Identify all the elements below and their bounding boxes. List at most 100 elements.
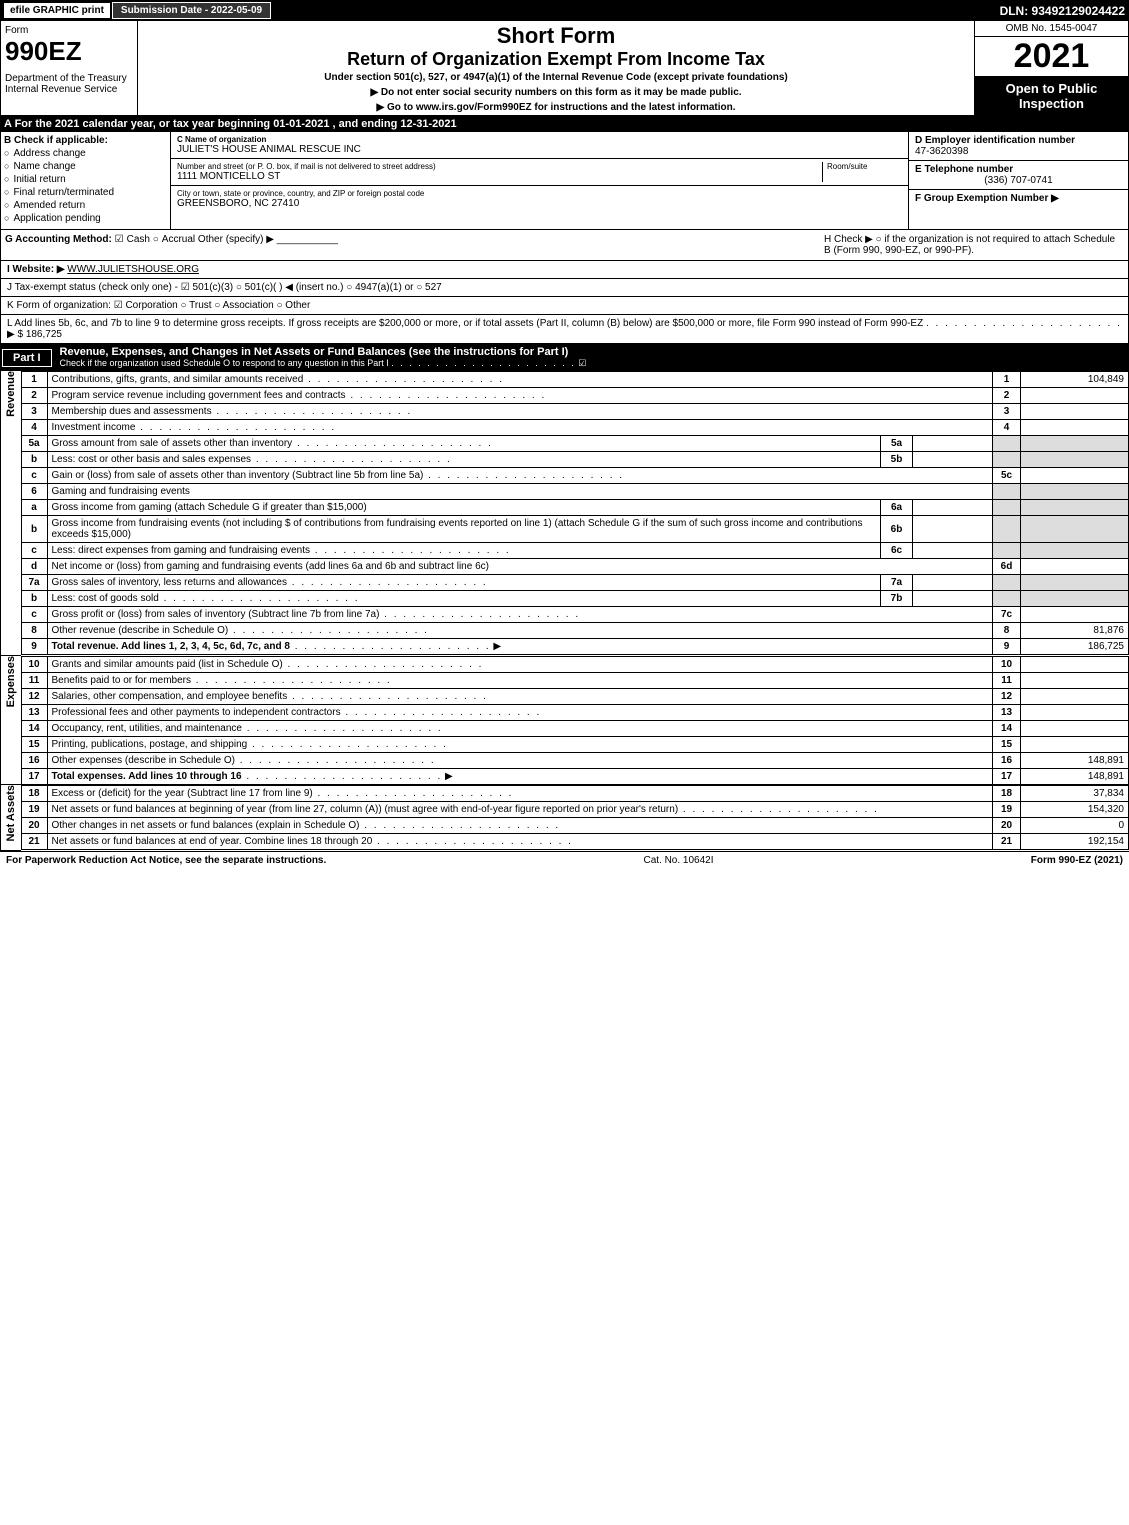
line-7c: cGross profit or (loss) from sales of in… <box>21 607 1129 623</box>
open-public-badge: Open to Public Inspection <box>975 77 1128 115</box>
bcdef-row: B Check if applicable: Address change Na… <box>0 132 1129 230</box>
part1-sub-text: Check if the organization used Schedule … <box>60 358 389 368</box>
chk-final-return[interactable]: Final return/terminated <box>4 187 167 198</box>
line-1: 1Contributions, gifts, grants, and simil… <box>21 372 1129 388</box>
i-label: I Website: ▶ <box>7 264 65 275</box>
footer-cat-no: Cat. No. 10642I <box>326 855 1030 866</box>
chk-amended-return[interactable]: Amended return <box>4 200 167 211</box>
line-6c: cLess: direct expenses from gaming and f… <box>21 543 1129 559</box>
line-13: 13Professional fees and other payments t… <box>21 704 1129 720</box>
g-cash[interactable]: Cash <box>115 234 150 245</box>
row-a-tax-year: A For the 2021 calendar year, or tax yea… <box>0 116 1129 132</box>
k-form-org: K Form of organization: ☑ Corporation ○ … <box>0 297 1129 315</box>
side-expenses: Expenses <box>5 656 17 707</box>
org-city: GREENSBORO, NC 27410 <box>177 198 902 209</box>
d-ein-label: D Employer identification number <box>915 135 1122 146</box>
footer-left: For Paperwork Reduction Act Notice, see … <box>6 855 326 866</box>
revenue-section: Revenue 1Contributions, gifts, grants, a… <box>0 371 1129 656</box>
line-5b: bLess: cost or other basis and sales exp… <box>21 452 1129 468</box>
l-gross-receipts: L Add lines 5b, 6c, and 7b to line 9 to … <box>0 315 1129 344</box>
short-form-title: Short Form <box>142 23 970 49</box>
line-5c: cGain or (loss) from sale of assets othe… <box>21 468 1129 484</box>
line-15: 15Printing, publications, postage, and s… <box>21 736 1129 752</box>
department-label: Department of the Treasury Internal Reve… <box>5 73 133 95</box>
line-17: 17Total expenses. Add lines 10 through 1… <box>21 768 1129 784</box>
org-address: 1111 MONTICELLO ST <box>177 171 822 182</box>
line-6b: bGross income from fundraising events (n… <box>21 516 1129 543</box>
g-other[interactable]: Other (specify) ▶ <box>198 234 274 245</box>
line-9: 9Total revenue. Add lines 1, 2, 3, 4, 5c… <box>21 639 1129 655</box>
right-header-box: OMB No. 1545-0047 2021 Open to Public In… <box>974 21 1128 115</box>
chk-name-change[interactable]: Name change <box>4 161 167 172</box>
line-6: 6Gaming and fundraising events <box>21 484 1129 500</box>
org-name: JULIET'S HOUSE ANIMAL RESCUE INC <box>177 144 902 155</box>
g-accrual[interactable]: Accrual <box>153 234 195 245</box>
c-addr-label: Number and street (or P. O. box, if mail… <box>177 162 822 171</box>
ssn-warning: ▶ Do not enter social security numbers o… <box>142 87 970 98</box>
d-ein-value: 47-3620398 <box>915 146 1122 157</box>
f-group-label: F Group Exemption Number ▶ <box>915 193 1122 204</box>
form-id-box: Form 990EZ Department of the Treasury In… <box>1 21 138 115</box>
net-assets-section: Net Assets 18Excess or (deficit) for the… <box>0 785 1129 851</box>
line-6a: aGross income from gaming (attach Schedu… <box>21 500 1129 516</box>
line-6d: dNet income or (loss) from gaming and fu… <box>21 559 1129 575</box>
e-phone-label: E Telephone number <box>915 164 1122 175</box>
dln: DLN: 93492129024422 <box>1000 4 1125 18</box>
page-footer: For Paperwork Reduction Act Notice, see … <box>0 851 1129 869</box>
line-7a: 7aGross sales of inventory, less returns… <box>21 575 1129 591</box>
submission-date: Submission Date - 2022-05-09 <box>112 2 271 19</box>
subheading: Under section 501(c), 527, or 4947(a)(1)… <box>142 72 970 83</box>
gh-row: G Accounting Method: Cash Accrual Other … <box>0 230 1129 261</box>
chk-address-change[interactable]: Address change <box>4 148 167 159</box>
top-bar: efile GRAPHIC print Submission Date - 20… <box>0 0 1129 21</box>
chk-application-pending[interactable]: Application pending <box>4 213 167 224</box>
line-10: 10Grants and similar amounts paid (list … <box>21 656 1129 672</box>
l-text: L Add lines 5b, 6c, and 7b to line 9 to … <box>7 318 923 329</box>
part1-sub: Check if the organization used Schedule … <box>60 358 1123 369</box>
c-name-label: C Name of organization <box>177 135 902 144</box>
line-7b: bLess: cost of goods sold7b <box>21 591 1129 607</box>
dots <box>926 318 1122 329</box>
tax-year: 2021 <box>975 37 1128 77</box>
side-net-assets: Net Assets <box>5 785 17 841</box>
part1-title: Revenue, Expenses, and Changes in Net As… <box>54 344 1129 371</box>
l-value: 186,725 <box>26 329 62 340</box>
net-assets-table: 18Excess or (deficit) for the year (Subt… <box>21 785 1129 850</box>
e-phone-value: (336) 707-0741 <box>915 175 1122 186</box>
expenses-table: 10Grants and similar amounts paid (list … <box>21 656 1129 785</box>
form-word: Form <box>5 25 133 36</box>
chk-initial-return[interactable]: Initial return <box>4 174 167 185</box>
omb-number: OMB No. 1545-0047 <box>975 21 1128 37</box>
website-link[interactable]: WWW.JULIETSHOUSE.ORG <box>67 264 199 275</box>
part1-header: Part I Revenue, Expenses, and Changes in… <box>0 344 1129 371</box>
return-title: Return of Organization Exempt From Incom… <box>142 49 970 70</box>
line-5a: 5aGross amount from sale of assets other… <box>21 436 1129 452</box>
revenue-table: 1Contributions, gifts, grants, and simil… <box>21 371 1129 655</box>
g-label: G Accounting Method: <box>5 234 112 245</box>
i-website-row: I Website: ▶ WWW.JULIETSHOUSE.ORG <box>0 261 1129 279</box>
h-schedule-b: H Check ▶ ○ if the organization is not r… <box>824 234 1124 256</box>
room-label: Room/suite <box>827 162 902 171</box>
line-4: 4Investment income4 <box>21 420 1129 436</box>
line-20: 20Other changes in net assets or fund ba… <box>21 818 1129 834</box>
j-tax-exempt: J Tax-exempt status (check only one) - ☑… <box>0 279 1129 297</box>
line-14: 14Occupancy, rent, utilities, and mainte… <box>21 720 1129 736</box>
part1-tab: Part I <box>2 349 52 367</box>
footer-form-ref: Form 990-EZ (2021) <box>1031 855 1123 866</box>
line-8: 8Other revenue (describe in Schedule O)8… <box>21 623 1129 639</box>
line-11: 11Benefits paid to or for members11 <box>21 672 1129 688</box>
c-city-label: City or town, state or province, country… <box>177 189 902 198</box>
instructions-link[interactable]: ▶ Go to www.irs.gov/Form990EZ for instru… <box>142 102 970 113</box>
line-19: 19Net assets or fund balances at beginni… <box>21 802 1129 818</box>
line-3: 3Membership dues and assessments3 <box>21 404 1129 420</box>
line-21: 21Net assets or fund balances at end of … <box>21 834 1129 850</box>
expenses-section: Expenses 10Grants and similar amounts pa… <box>0 656 1129 786</box>
form-number: 990EZ <box>5 36 133 67</box>
c-name-address: C Name of organization JULIET'S HOUSE AN… <box>171 132 908 229</box>
form-title-box: Short Form Return of Organization Exempt… <box>138 21 974 115</box>
b-label: B Check if applicable: <box>4 135 167 146</box>
efile-label[interactable]: efile GRAPHIC print <box>4 3 110 18</box>
line-2: 2Program service revenue including gover… <box>21 388 1129 404</box>
b-checkboxes: B Check if applicable: Address change Na… <box>1 132 171 229</box>
def-box: D Employer identification number 47-3620… <box>908 132 1128 229</box>
